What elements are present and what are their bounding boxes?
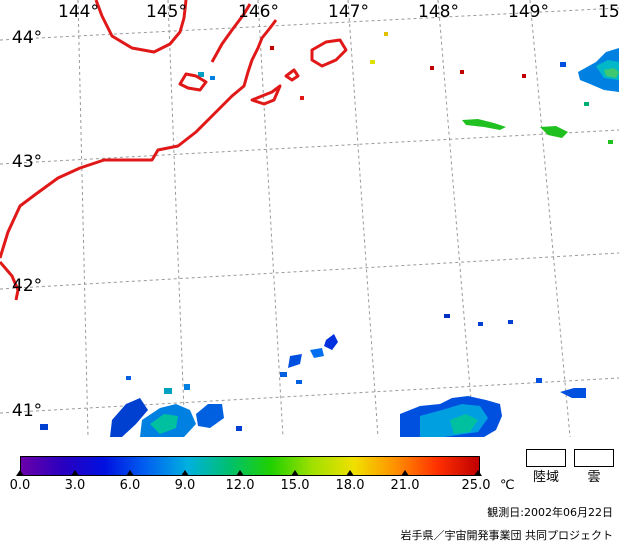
lat-label: 41° bbox=[12, 401, 43, 421]
colorbar-tickmark bbox=[401, 470, 409, 476]
coastline bbox=[0, 0, 348, 301]
colorbar-tick-label: 18.0 bbox=[335, 478, 365, 493]
lon-label: 15 bbox=[598, 2, 619, 22]
credit-text: 岩手県／宇宙開発事業団 共同プロジェクト bbox=[400, 529, 614, 542]
colorbar-tick-label: 0.0 bbox=[9, 478, 31, 493]
temperature-colorbar bbox=[20, 456, 480, 476]
lon-label: 145° bbox=[146, 2, 187, 22]
lat-label: 44° bbox=[12, 28, 43, 48]
colorbar-tickmark bbox=[16, 470, 24, 476]
colorbar-unit: ℃ bbox=[500, 478, 515, 493]
lon-label: 144° bbox=[58, 2, 99, 22]
lat-label: 43° bbox=[12, 152, 43, 172]
colorbar-tick-label: 21.0 bbox=[390, 478, 420, 493]
colorbar-tick-label: 15.0 bbox=[280, 478, 310, 493]
graticule bbox=[0, 0, 619, 437]
colorbar-tickmark bbox=[291, 470, 299, 476]
colorbar-tick-label: 3.0 bbox=[64, 478, 86, 493]
colorbar-tickmark bbox=[474, 470, 482, 476]
colorbar-tick-label: 9.0 bbox=[174, 478, 196, 493]
lon-label: 148° bbox=[418, 2, 459, 22]
cloud-legend-label: 雲 bbox=[587, 470, 601, 485]
sst-patches bbox=[40, 32, 619, 437]
land-legend-box bbox=[526, 449, 566, 467]
colorbar-tickmark bbox=[236, 470, 244, 476]
lat-label: 42° bbox=[12, 276, 43, 296]
colorbar-tickmark bbox=[346, 470, 354, 476]
colorbar-tickmark bbox=[71, 470, 79, 476]
lon-label: 147° bbox=[328, 2, 369, 22]
observation-date: 観測日:2002年06月22日 bbox=[487, 506, 613, 519]
lon-label: 146° bbox=[238, 2, 279, 22]
sst-map bbox=[0, 0, 619, 437]
colorbar-tick-label: 6.0 bbox=[119, 478, 141, 493]
colorbar-tick-label: 12.0 bbox=[225, 478, 255, 493]
colorbar-tickmark bbox=[126, 470, 134, 476]
colorbar-tick-label: 25.0 bbox=[461, 478, 491, 493]
land-legend-label: 陸域 bbox=[532, 470, 559, 485]
colorbar-tickmark bbox=[181, 470, 189, 476]
cloud-legend-box bbox=[574, 449, 614, 467]
lon-label: 149° bbox=[508, 2, 549, 22]
